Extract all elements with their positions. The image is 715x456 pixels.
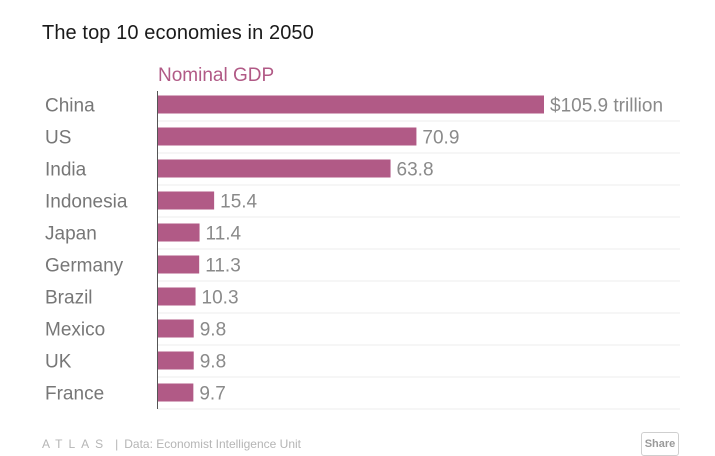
bar-mexico	[158, 319, 194, 338]
value-label: 11.3	[205, 256, 241, 277]
bar-japan	[158, 223, 200, 242]
bar-france	[158, 383, 194, 402]
value-label: 70.9	[422, 128, 459, 149]
bar-indonesia	[158, 191, 215, 210]
footer: ATLAS | Data: Economist Intelligence Unit	[42, 437, 301, 451]
value-label: 9.7	[199, 384, 225, 405]
category-label: Mexico	[45, 320, 105, 341]
data-source: Data: Economist Intelligence Unit	[124, 437, 302, 451]
value-label: 63.8	[397, 160, 434, 181]
bar-india	[158, 159, 391, 178]
chart-title: The top 10 economies in 2050	[42, 22, 314, 44]
value-label: 15.4	[220, 192, 257, 213]
chart-subtitle: Nominal GDP	[158, 65, 274, 86]
category-label: UK	[45, 352, 72, 373]
footer-separator: |	[115, 437, 119, 451]
atlas-logo[interactable]: ATLAS	[42, 437, 110, 451]
bar-brazil	[158, 287, 196, 306]
value-label: 9.8	[200, 352, 226, 373]
bar-china	[158, 95, 544, 114]
value-label: 9.8	[200, 320, 226, 341]
category-label: Japan	[45, 224, 97, 245]
value-label: $105.9 trillion	[550, 96, 663, 117]
category-label: Indonesia	[45, 192, 128, 213]
value-label: 11.4	[206, 224, 242, 245]
category-label: Germany	[45, 256, 124, 277]
bar-us	[158, 127, 417, 146]
share-button[interactable]: Share	[641, 432, 679, 456]
category-label: US	[45, 128, 71, 149]
bar-germany	[158, 255, 200, 274]
category-label: China	[45, 96, 95, 117]
category-label: France	[45, 384, 104, 405]
category-label: India	[45, 160, 87, 181]
value-label: 10.3	[202, 288, 239, 309]
bar-uk	[158, 351, 194, 370]
bars	[158, 95, 544, 402]
grid-lines	[158, 120, 680, 410]
category-label: Brazil	[45, 288, 93, 309]
